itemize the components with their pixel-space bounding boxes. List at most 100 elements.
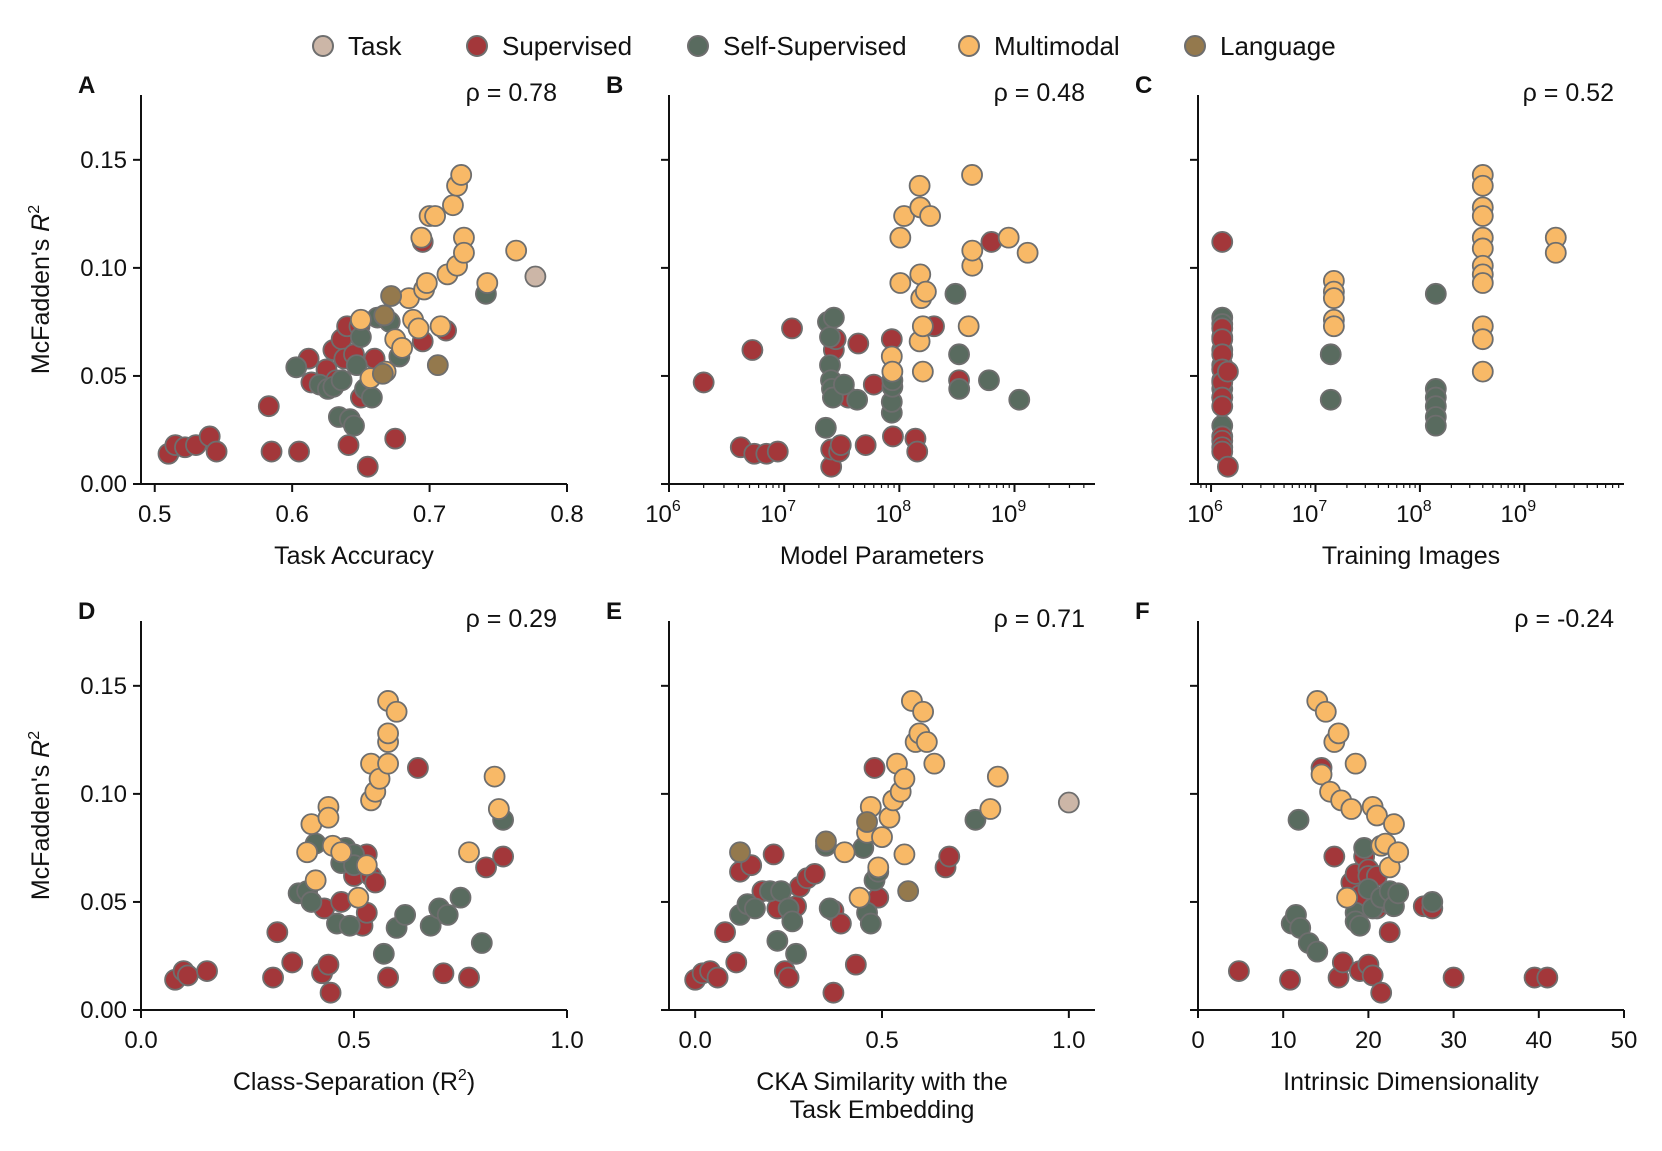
rho-annotation-e: ρ = 0.71 xyxy=(994,605,1085,633)
point-self-supervised xyxy=(343,414,365,437)
point-supervised xyxy=(356,455,379,478)
x-tick-label-b: 107 xyxy=(760,498,796,528)
point-multimodal xyxy=(483,765,506,788)
point-multimodal xyxy=(961,164,983,186)
legend-label-multimodal: Multimodal xyxy=(994,30,1120,61)
y-tick-label-a: 0.10 xyxy=(80,255,127,282)
point-multimodal xyxy=(1471,360,1494,383)
point-supervised xyxy=(266,921,289,944)
legend-marker-task xyxy=(312,35,334,57)
point-supervised xyxy=(844,953,867,976)
point-supervised xyxy=(847,332,870,355)
point-language xyxy=(426,354,449,377)
point-supervised xyxy=(319,981,342,1004)
rho-annotation-f: ρ = -0.24 xyxy=(1514,605,1614,633)
point-supervised xyxy=(829,434,852,457)
point-self-supervised xyxy=(1306,940,1329,963)
point-supervised xyxy=(714,921,736,944)
point-supervised xyxy=(829,912,852,935)
panel-e: 0.0 0.5 1.0 E ρ = 0.71 CKA Similarity with th… xyxy=(606,598,1095,1124)
x-tick-label-c: 108 xyxy=(1396,498,1432,528)
legend-item-language: Language xyxy=(1184,26,1336,66)
point-multimodal xyxy=(1344,752,1367,775)
point-self-supervised xyxy=(859,912,882,935)
x-axis-label-e: CKA Similarity with the xyxy=(756,1068,1007,1096)
point-self-supervised xyxy=(846,388,869,411)
point-supervised xyxy=(458,966,480,989)
point-multimodal xyxy=(317,806,340,829)
x-tick-label-f: 50 xyxy=(1611,1027,1638,1054)
point-multimodal xyxy=(429,315,452,338)
x-tick-label-b: 109 xyxy=(991,498,1027,528)
point-self-supervised xyxy=(822,306,845,329)
point-multimodal xyxy=(349,308,372,331)
point-supervised xyxy=(281,951,304,974)
point-supervised xyxy=(262,966,284,989)
point-multimodal xyxy=(453,241,475,264)
point-supervised xyxy=(492,845,515,868)
legend: Task Supervised Self-Supervised Multimod… xyxy=(0,26,1662,66)
point-supervised xyxy=(475,856,497,879)
point-task xyxy=(524,265,547,288)
point-multimodal xyxy=(923,752,946,775)
point-language xyxy=(815,830,837,853)
point-language xyxy=(897,880,920,903)
legend-marker-self-supervised xyxy=(687,35,709,57)
y-axis-label-a: McFadden's R2 xyxy=(26,205,55,374)
point-multimodal xyxy=(330,841,353,864)
point-self-supervised xyxy=(785,942,807,965)
point-supervised xyxy=(377,966,399,989)
panel-label-e: E xyxy=(606,598,622,625)
point-self-supervised xyxy=(1424,282,1447,305)
point-multimodal xyxy=(1383,813,1405,836)
x-tick-label-d: 1.0 xyxy=(550,1027,583,1054)
point-multimodal xyxy=(911,360,934,383)
point-supervised xyxy=(1211,231,1234,253)
y-tick-label-a: 0.00 xyxy=(80,471,127,498)
point-multimodal xyxy=(893,843,916,866)
panel-label-d: D xyxy=(78,598,95,625)
point-multimodal xyxy=(487,798,510,820)
x-tick-label-f: 40 xyxy=(1525,1027,1552,1054)
point-multimodal xyxy=(1471,272,1494,294)
x-axis-label-e: Task Embedding xyxy=(790,1096,975,1124)
point-self-supervised xyxy=(338,914,361,937)
panel-c: 106 107 108 109 C ρ = 0.52 Training Images xyxy=(1135,72,1624,570)
point-supervised xyxy=(1323,845,1346,868)
x-tick-label-d: 0.0 xyxy=(124,1027,157,1054)
point-multimodal xyxy=(296,841,319,864)
point-language xyxy=(729,841,751,864)
point-supervised xyxy=(1378,921,1401,944)
point-supervised xyxy=(176,964,199,987)
point-multimodal xyxy=(867,856,890,879)
x-axis-label-c: Training Images xyxy=(1322,542,1500,570)
point-self-supervised xyxy=(818,897,841,920)
x-axis-label-a: Task Accuracy xyxy=(274,542,434,570)
point-multimodal xyxy=(961,239,984,262)
point-multimodal xyxy=(914,280,937,303)
point-multimodal xyxy=(912,700,935,723)
point-multimodal xyxy=(1544,241,1567,264)
point-language xyxy=(373,304,396,327)
panel-label-c: C xyxy=(1135,72,1152,99)
point-supervised xyxy=(762,843,785,866)
point-self-supervised xyxy=(814,416,837,439)
point-self-supervised xyxy=(832,373,855,396)
legend-marker-language xyxy=(1184,35,1206,57)
point-multimodal xyxy=(385,700,408,723)
point-self-supervised xyxy=(330,369,353,392)
point-supervised xyxy=(1227,960,1250,982)
point-multimodal xyxy=(1340,798,1363,820)
point-supervised xyxy=(1370,981,1393,1004)
point-multimodal xyxy=(391,336,413,359)
panel-a: 0.00 0.05 0.10 0.15 0.5 0.6 0.7 0.8 A ρ = 0.78 Tas… xyxy=(26,72,584,570)
point-self-supervised xyxy=(360,386,383,409)
point-supervised xyxy=(196,960,218,982)
legend-item-self-supervised: Self-Supervised xyxy=(687,26,907,66)
point-multimodal xyxy=(1336,886,1358,909)
x-tick-label-a: 0.8 xyxy=(550,501,583,528)
point-multimodal xyxy=(1366,804,1388,827)
x-tick-label-e: 1.0 xyxy=(1052,1027,1085,1054)
